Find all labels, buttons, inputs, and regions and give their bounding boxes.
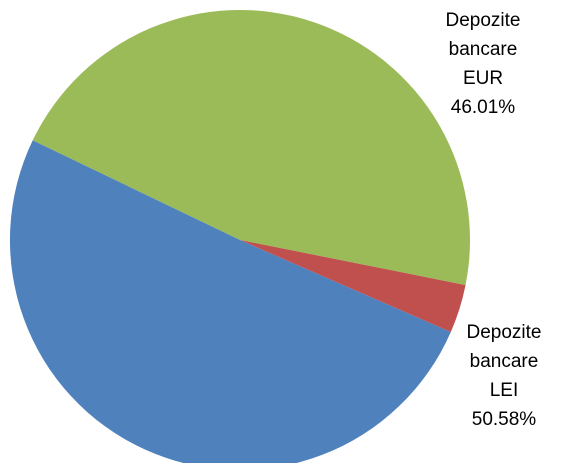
pie-slice-other [240,240,466,332]
eur-value-label: 46.01% [450,97,516,118]
eur-label-line-3: EUR [462,68,504,89]
lei-label-line-2: bancare [469,351,539,372]
pie-slice-eur [32,10,470,286]
eur-slice-label: Depozite bancare EUR 46.01% [428,6,538,122]
eur-label-line-2: bancare [448,39,518,60]
lei-label-line-1: Depozite [466,322,542,343]
lei-label-line-3: LEI [489,380,519,401]
lei-slice-label: Depozite bancare LEI 50.58% [450,318,558,434]
eur-label-line-1: Depozite [445,10,521,31]
lei-value-label: 50.58% [471,409,537,430]
pie-slice-lei [9,140,451,468]
